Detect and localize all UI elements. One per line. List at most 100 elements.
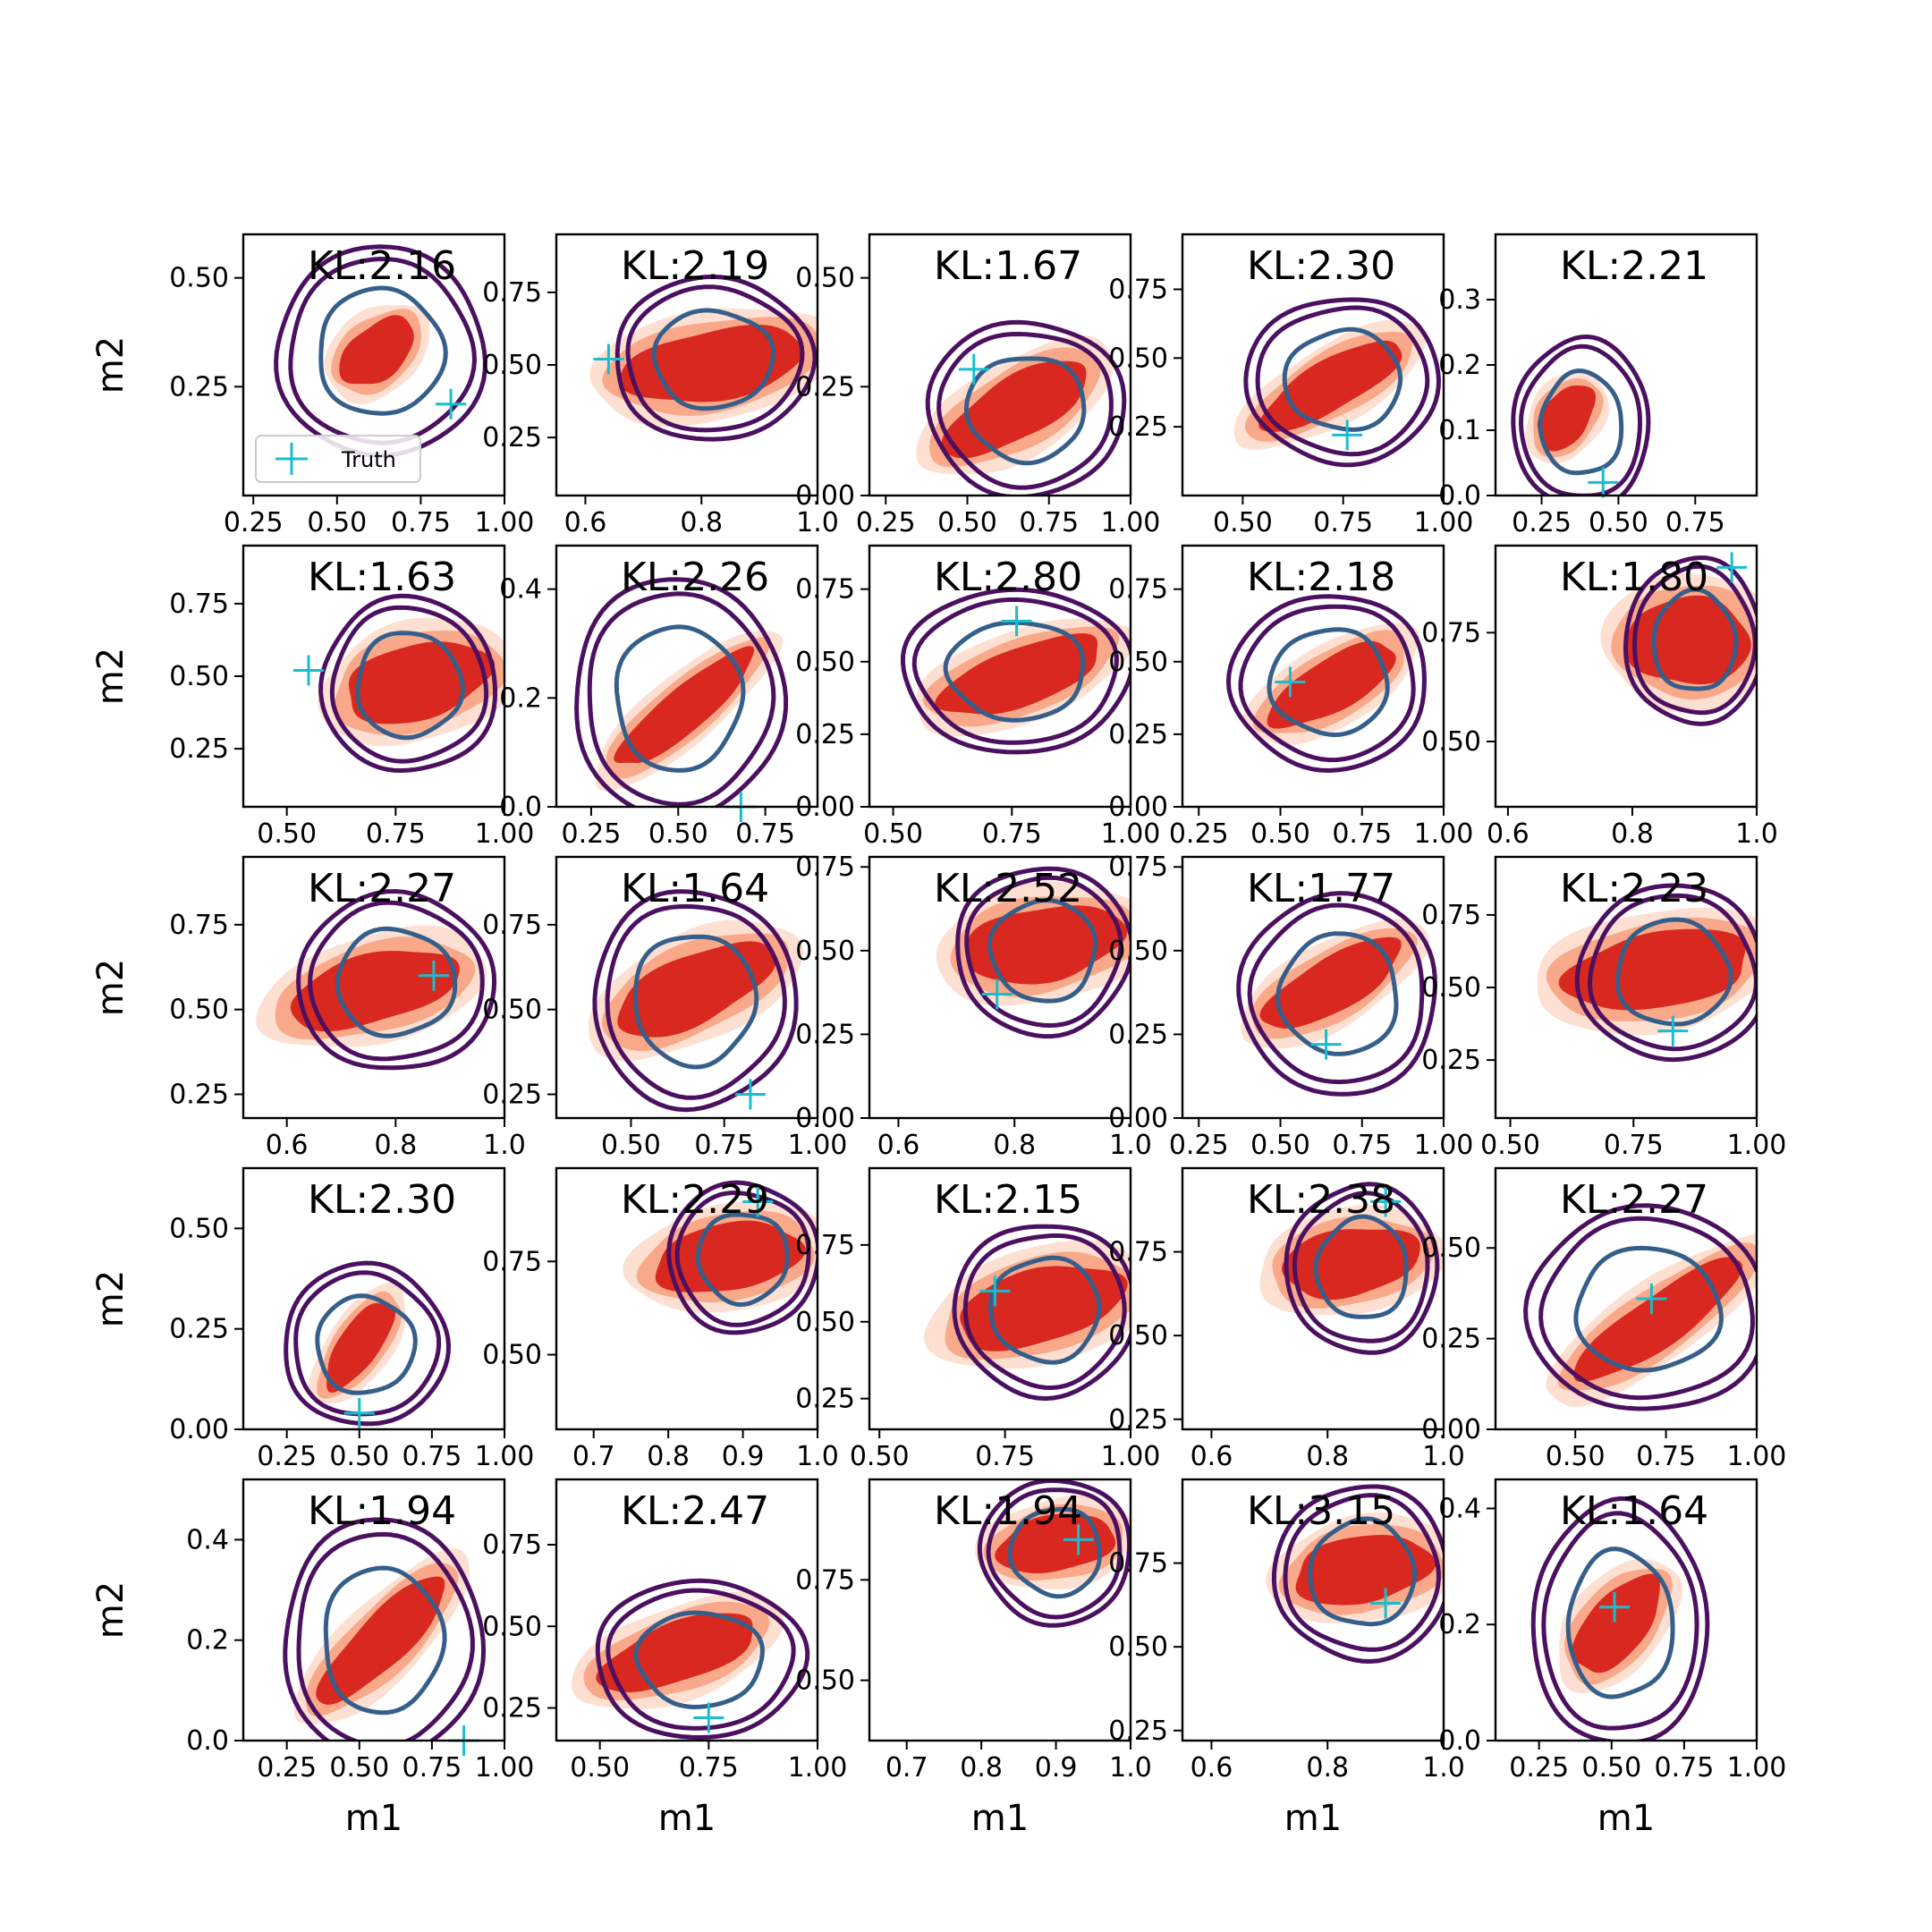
subplot-r2c3: 0.50 0.75 1.00 0.00 0.25 0.50 0.75 KL:2.80 xyxy=(795,544,1160,850)
y-tick-label: 0.25 xyxy=(1108,1716,1168,1747)
axes-frame xyxy=(242,855,506,1120)
x-tick-label: 1.0 xyxy=(1109,1752,1152,1784)
y-tick-label: 0.50 xyxy=(1108,1631,1168,1663)
contour-outer xyxy=(1271,1484,1444,1665)
x-tick-label: 1.0 xyxy=(1422,1441,1465,1472)
x-axis-label: m1 xyxy=(1284,1798,1342,1839)
density-fill-dark xyxy=(1267,640,1396,729)
contour-middle xyxy=(605,903,787,1100)
contour-middle xyxy=(1292,1191,1430,1343)
plot-area xyxy=(1530,1496,1710,1741)
kl-label: KL:2.26 xyxy=(621,555,769,600)
density-fill-dark xyxy=(960,1266,1128,1352)
plot-area xyxy=(1236,891,1437,1097)
x-tick-label: 1.0 xyxy=(483,1130,526,1161)
density-fill-dark xyxy=(316,1576,445,1705)
x-tick-label: 0.50 xyxy=(307,507,367,538)
kl-label: KL:3.15 xyxy=(1247,1488,1395,1534)
axes-frame xyxy=(555,855,819,1120)
y-tick-label: 0.75 xyxy=(482,1530,542,1561)
contour-outer xyxy=(977,1479,1131,1628)
y-tick-label: 0.00 xyxy=(1108,1103,1168,1134)
kl-label: KL:1.64 xyxy=(621,866,769,911)
kl-label: KL:2.19 xyxy=(621,243,769,289)
kl-label: KL:2.27 xyxy=(308,866,456,911)
y-tick-label: 0.25 xyxy=(795,1384,855,1415)
kl-label: KL:2.23 xyxy=(1560,866,1708,911)
y-tick-label: 0.2 xyxy=(499,682,542,714)
y-tick-label: 0.2 xyxy=(1438,350,1481,381)
y-tick-label: 0.4 xyxy=(499,574,542,606)
contour-inner xyxy=(1565,1546,1675,1699)
axes-frame xyxy=(1181,855,1445,1120)
contour-middle xyxy=(936,331,1114,490)
kl-label: KL:2.52 xyxy=(934,866,1082,911)
x-tick-label: 0.25 xyxy=(1169,1130,1229,1161)
y-tick-label: 0.50 xyxy=(482,1611,542,1642)
contour-outer xyxy=(592,889,799,1113)
axes-frame xyxy=(1181,233,1445,497)
contour-outer xyxy=(1530,1496,1710,1741)
contour-middle xyxy=(1538,1216,1755,1401)
truth-marker xyxy=(1001,606,1032,637)
y-tick-label: 0.50 xyxy=(1108,343,1168,374)
x-tick-label: 0.75 xyxy=(391,507,451,538)
plot-area xyxy=(1225,594,1427,774)
subplot-r4c4: 0.6 0.8 1.0 0.25 0.50 0.75 KL:2.38 xyxy=(1108,1166,1465,1472)
contour-inner xyxy=(1615,917,1733,1027)
y-tick-label: 0.00 xyxy=(795,480,855,512)
x-tick-label: 0.8 xyxy=(1306,1752,1349,1784)
contour-inner xyxy=(1282,326,1403,432)
plot-area xyxy=(1259,1182,1444,1355)
y-tick-label: 0.50 xyxy=(169,263,229,294)
truth-marker xyxy=(981,979,1013,1010)
x-tick-label: 1.0 xyxy=(1422,1752,1465,1784)
density-fill-dark xyxy=(290,951,460,1032)
contour-inner xyxy=(355,631,466,741)
truth-marker xyxy=(1332,419,1363,451)
kl-label: KL:2.30 xyxy=(308,1177,456,1223)
x-tick-label: 1.00 xyxy=(788,1752,848,1784)
y-tick-label: 0.50 xyxy=(1108,1320,1168,1352)
subplot-r4c1: 0.25 0.50 0.75 1.00 0.00 0.25 0.50 KL:2.30 m2 xyxy=(90,1166,535,1472)
plot-area xyxy=(284,1260,452,1427)
kl-label: KL:2.47 xyxy=(621,1488,769,1534)
x-tick-label: 1.00 xyxy=(1414,1130,1474,1161)
contour-outer xyxy=(901,587,1131,755)
axes-frame xyxy=(1181,1478,1445,1742)
contour-inner xyxy=(943,620,1086,723)
density-fill-dark xyxy=(995,1513,1116,1573)
y-tick-label: 0.00 xyxy=(795,792,855,823)
y-tick-label: 0.75 xyxy=(1108,1237,1168,1268)
truth-marker xyxy=(1716,552,1748,583)
y-tick-label: 0.75 xyxy=(482,910,542,941)
subplot-r1c1: 0.25 0.50 0.75 1.00 0.25 0.50 KL:2.16 m2 Truth xyxy=(90,233,534,538)
x-tick-label: 0.50 xyxy=(1250,1130,1310,1161)
x-tick-label: 0.50 xyxy=(850,1441,910,1472)
contour-outer xyxy=(1574,883,1757,1063)
plot-area xyxy=(1537,883,1757,1063)
subplot-r5c3: 0.7 0.8 0.9 1.0 0.50 0.75 KL:1.94 m1 xyxy=(795,1478,1152,1839)
contour-outer xyxy=(952,1224,1131,1402)
contour-inner xyxy=(614,624,746,773)
x-tick-label: 0.8 xyxy=(960,1752,1003,1784)
x-tick-label: 0.75 xyxy=(694,1130,754,1161)
x-tick-label: 1.00 xyxy=(475,1441,535,1472)
axes-frame xyxy=(242,1478,506,1742)
y-tick-label: 0.50 xyxy=(169,1213,229,1244)
x-tick-label: 0.8 xyxy=(647,1441,690,1472)
x-tick-label: 0.6 xyxy=(1191,1752,1233,1784)
y-tick-label: 0.50 xyxy=(1421,972,1481,1004)
x-tick-label: 0.6 xyxy=(564,507,607,538)
truth-marker xyxy=(979,1275,1011,1307)
y-tick-label: 0.25 xyxy=(795,1019,855,1050)
x-tick-label: 0.50 xyxy=(648,818,708,850)
truth-marker xyxy=(1275,666,1306,698)
axes-frame xyxy=(868,855,1132,1120)
contour-middle xyxy=(1255,305,1430,457)
y-tick-label: 0.0 xyxy=(186,1725,229,1757)
contour-outer xyxy=(574,577,789,807)
plot-area xyxy=(916,319,1127,496)
subplot-r5c2: 0.50 0.75 1.00 0.25 0.50 0.75 KL:2.47 m1 xyxy=(482,1478,848,1839)
x-tick-label: 1.00 xyxy=(1727,1441,1787,1472)
